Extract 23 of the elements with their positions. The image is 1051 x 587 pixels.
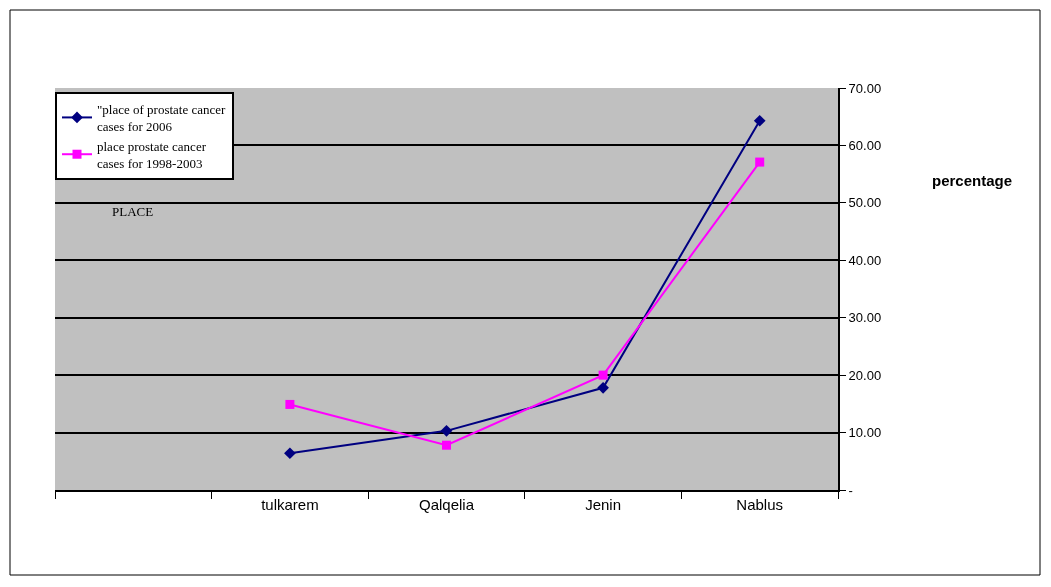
point bbox=[284, 447, 296, 460]
point bbox=[598, 370, 608, 380]
x-tick-label: Qalqelia bbox=[418, 496, 475, 513]
y-tick-label: 40.00 bbox=[848, 252, 882, 268]
y-tick-label: 70.00 bbox=[848, 80, 882, 96]
x-tick-label: Nablus bbox=[736, 496, 784, 513]
x-tick-label: Jenin bbox=[585, 496, 622, 513]
point bbox=[440, 425, 453, 437]
point bbox=[597, 381, 609, 394]
point bbox=[753, 114, 766, 127]
y-tick-label: 20.00 bbox=[848, 367, 882, 383]
y-tick-label: 10.00 bbox=[848, 425, 882, 441]
y-tick-label: - bbox=[848, 482, 853, 498]
x-axis-title: PLACE bbox=[112, 204, 154, 219]
point bbox=[285, 399, 295, 409]
y-tick-label: 30.00 bbox=[848, 310, 882, 326]
y-tick-label: 50.00 bbox=[848, 195, 882, 211]
point bbox=[755, 157, 765, 167]
point bbox=[442, 440, 451, 450]
y-axis-title: percentage bbox=[932, 172, 1013, 189]
legend-label: place prostate cancer cases for 1998-2003 bbox=[97, 138, 207, 171]
y-tick-label: 60.00 bbox=[848, 137, 882, 153]
x-tick-label: tulkarem bbox=[261, 496, 319, 513]
